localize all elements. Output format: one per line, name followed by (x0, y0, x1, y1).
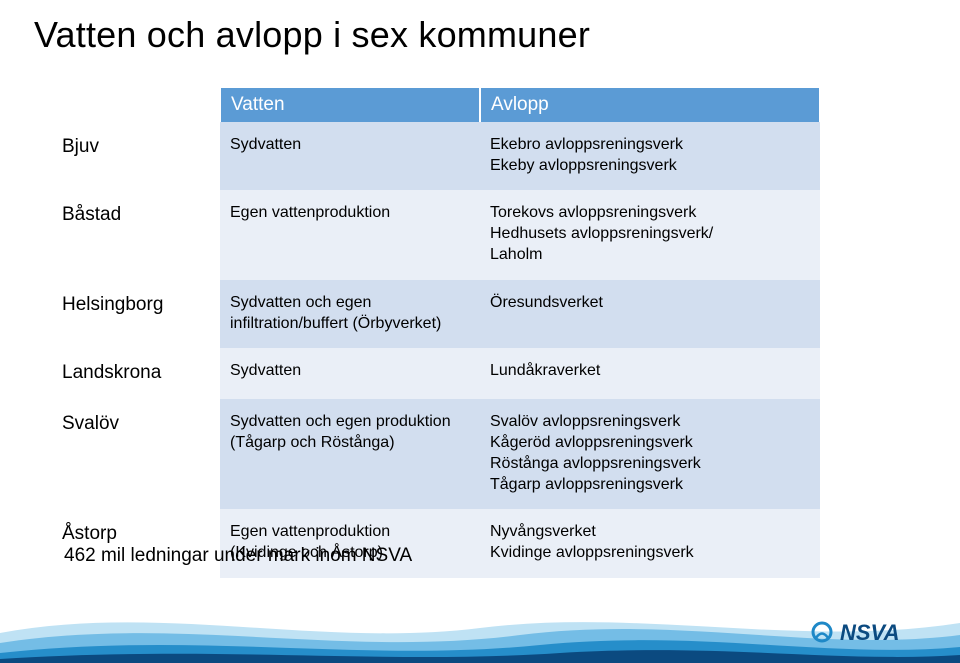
page-title: Vatten och avlopp i sex kommuner (34, 14, 590, 56)
cell-avlopp: NyvångsverketKvidinge avloppsreningsverk (480, 509, 820, 577)
cell-vatten: Egen vattenproduktion(Kvidinge och Åstor… (220, 509, 480, 577)
cell-vatten: Sydvatten och egen produktion(Tågarp och… (220, 399, 480, 509)
row-label: Båstad (60, 190, 220, 279)
table-row: Bjuv Sydvatten Ekebro avloppsreningsverk… (60, 122, 820, 190)
cell-vatten: Sydvatten (220, 348, 480, 399)
cell-vatten: Sydvatten (220, 122, 480, 190)
cell-vatten: Egen vattenproduktion (220, 190, 480, 279)
svg-text:NSVA: NSVA (840, 620, 900, 645)
col-header-vatten: Vatten (220, 88, 480, 122)
col-header-avlopp: Avlopp (480, 88, 820, 122)
slide: Vatten och avlopp i sex kommuner Vatten … (0, 0, 960, 663)
cell-avlopp: Ekebro avloppsreningsverkEkeby avloppsre… (480, 122, 820, 190)
row-label: Svalöv (60, 399, 220, 509)
table-row: Åstorp Egen vattenproduktion(Kvidinge oc… (60, 509, 820, 577)
table-row: Landskrona Sydvatten Lundåkraverket (60, 348, 820, 399)
cell-avlopp: Torekovs avloppsreningsverkHedhusets avl… (480, 190, 820, 279)
cell-avlopp: Lundåkraverket (480, 348, 820, 399)
cell-avlopp: Öresundsverket (480, 280, 820, 348)
footnote: 462 mil ledningar under mark inom NSVA (64, 545, 412, 567)
row-label: Bjuv (60, 122, 220, 190)
row-label: Åstorp (60, 509, 220, 577)
cell-avlopp: Svalöv avloppsreningsverkKågeröd avlopps… (480, 399, 820, 509)
table-row: Helsingborg Sydvatten och egeninfiltrati… (60, 280, 820, 348)
data-table: Vatten Avlopp Bjuv Sydvatten Ekebro avlo… (60, 88, 820, 578)
table-row: Svalöv Sydvatten och egen produktion(Tåg… (60, 399, 820, 509)
row-label: Landskrona (60, 348, 220, 399)
cell-vatten: Sydvatten och egeninfiltration/buffert (… (220, 280, 480, 348)
table-row: Båstad Egen vattenproduktion Torekovs av… (60, 190, 820, 279)
row-label: Helsingborg (60, 280, 220, 348)
nsva-logo: NSVA (810, 615, 930, 649)
table-header-row: Vatten Avlopp (60, 88, 820, 122)
col-header-blank (60, 88, 220, 122)
